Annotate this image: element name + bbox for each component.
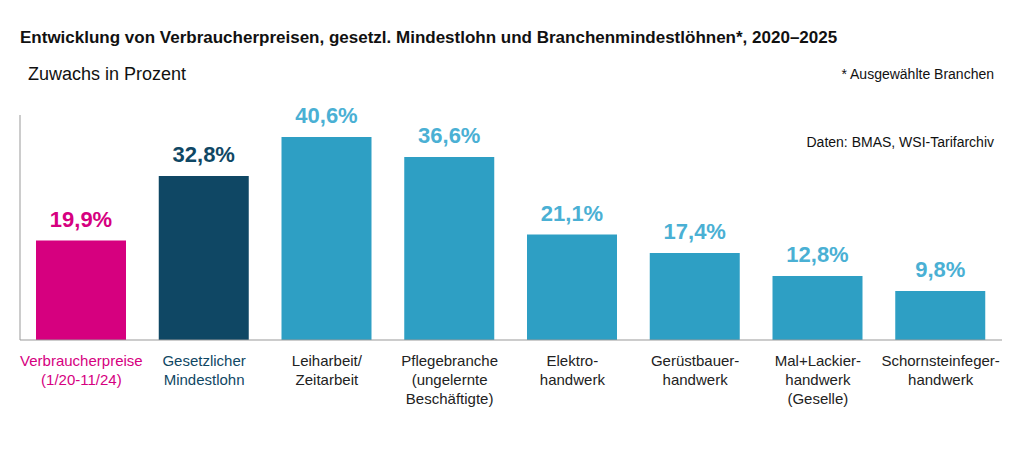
svg-text:Mal+Lackier-handwerk(Geselle): Mal+Lackier-handwerk(Geselle) (775, 352, 861, 407)
svg-text:9,8%: 9,8% (915, 257, 965, 282)
svg-text:GesetzlicherMindestlohn: GesetzlicherMindestlohn (162, 352, 245, 388)
svg-text:17,4%: 17,4% (664, 219, 726, 244)
svg-text:Verbraucherpreise(1/20-11/24): Verbraucherpreise(1/20-11/24) (20, 352, 143, 388)
svg-text:Pflegebranche(ungelernteBeschä: Pflegebranche(ungelernteBeschäftigte) (401, 352, 498, 407)
html-text:* Ausgewählte Branchen: * Ausgewählte Branchen (841, 66, 994, 82)
html-text:Daten: BMAS, WSI-Tarifarchiv: Daten: BMAS, WSI-Tarifarchiv (806, 134, 994, 150)
svg-text:21,1%: 21,1% (541, 201, 603, 226)
svg-text:Elektro-handwerk: Elektro-handwerk (540, 352, 606, 388)
svg-text:Gerüstbauer-handwerk: Gerüstbauer-handwerk (651, 352, 739, 388)
svg-text:19,9%: 19,9% (50, 207, 112, 232)
svg-text:36,6%: 36,6% (418, 123, 480, 148)
svg-text:Schornsteinfeger-handwerk: Schornsteinfeger-handwerk (881, 352, 999, 388)
svg-text:12,8%: 12,8% (786, 242, 848, 267)
html-text:Zuwachs in Prozent: Zuwachs in Prozent (28, 64, 187, 84)
html-text:Entwicklung von Verbraucherpre: Entwicklung von Verbraucherpreisen, gese… (20, 28, 838, 47)
svg-text:40,6%: 40,6% (295, 103, 357, 128)
svg-text:Leiharbeit/Zeitarbeit: Leiharbeit/Zeitarbeit (292, 352, 363, 388)
svg-text:32,8%: 32,8% (173, 142, 235, 167)
